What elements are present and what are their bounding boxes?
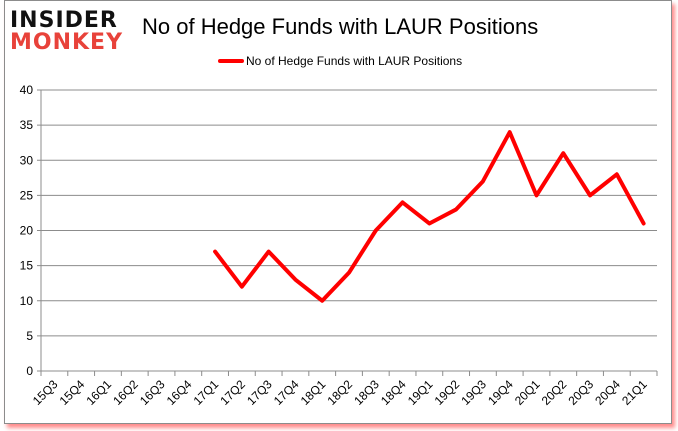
x-tick-label: 18Q1 — [298, 377, 329, 408]
legend-label: No of Hedge Funds with LAUR Positions — [246, 54, 463, 68]
x-tick-label: 19Q1 — [405, 377, 436, 408]
insider-monkey-logo: INSIDER MONKEY — [10, 10, 123, 54]
x-tick-label: 19Q2 — [432, 377, 463, 408]
x-tick-label: 20Q1 — [512, 377, 543, 408]
x-tick-label: 17Q1 — [191, 377, 222, 408]
x-tick-label: 19Q4 — [485, 377, 516, 408]
y-tick-label: 5 — [26, 329, 33, 343]
x-tick-label: 20Q2 — [539, 377, 570, 408]
x-tick-label: 17Q4 — [271, 377, 302, 408]
y-tick-label: 30 — [20, 153, 34, 167]
x-tick-label: 17Q3 — [244, 377, 275, 408]
y-tick-label: 10 — [20, 294, 34, 308]
x-tick-label: 18Q4 — [378, 377, 409, 408]
x-tick-label: 21Q1 — [619, 377, 650, 408]
y-tick-label: 35 — [20, 118, 34, 132]
chart-title: No of Hedge Funds with LAUR Positions — [142, 14, 539, 39]
chart-legend: No of Hedge Funds with LAUR Positions — [218, 54, 462, 68]
x-tick-label: 18Q2 — [324, 377, 355, 408]
x-tick-label: 19Q3 — [458, 377, 489, 408]
chart-frame — [4, 0, 672, 424]
y-tick-label: 20 — [20, 224, 34, 238]
x-tick-label: 18Q3 — [351, 377, 382, 408]
y-tick-label: 40 — [20, 83, 34, 97]
y-tick-label: 15 — [20, 259, 34, 273]
x-tick-label: 16Q1 — [83, 377, 114, 408]
series-line — [213, 130, 646, 303]
x-tick-label: 20Q3 — [566, 377, 597, 408]
y-tick-label: 0 — [26, 364, 33, 378]
x-tick-label: 16Q3 — [137, 377, 168, 408]
legend-swatch — [218, 59, 244, 63]
logo-line1: INSIDER — [10, 8, 118, 33]
x-tick-label: 17Q2 — [217, 377, 248, 408]
x-tick-label: 20Q4 — [592, 377, 623, 408]
x-tick-label: 16Q2 — [110, 377, 141, 408]
x-tick-label: 15Q3 — [30, 377, 61, 408]
x-tick-label: 15Q4 — [57, 377, 88, 408]
logo-line2: MONKEY — [10, 30, 124, 55]
y-tick-label: 25 — [20, 188, 34, 202]
x-tick-label: 16Q4 — [164, 377, 195, 408]
